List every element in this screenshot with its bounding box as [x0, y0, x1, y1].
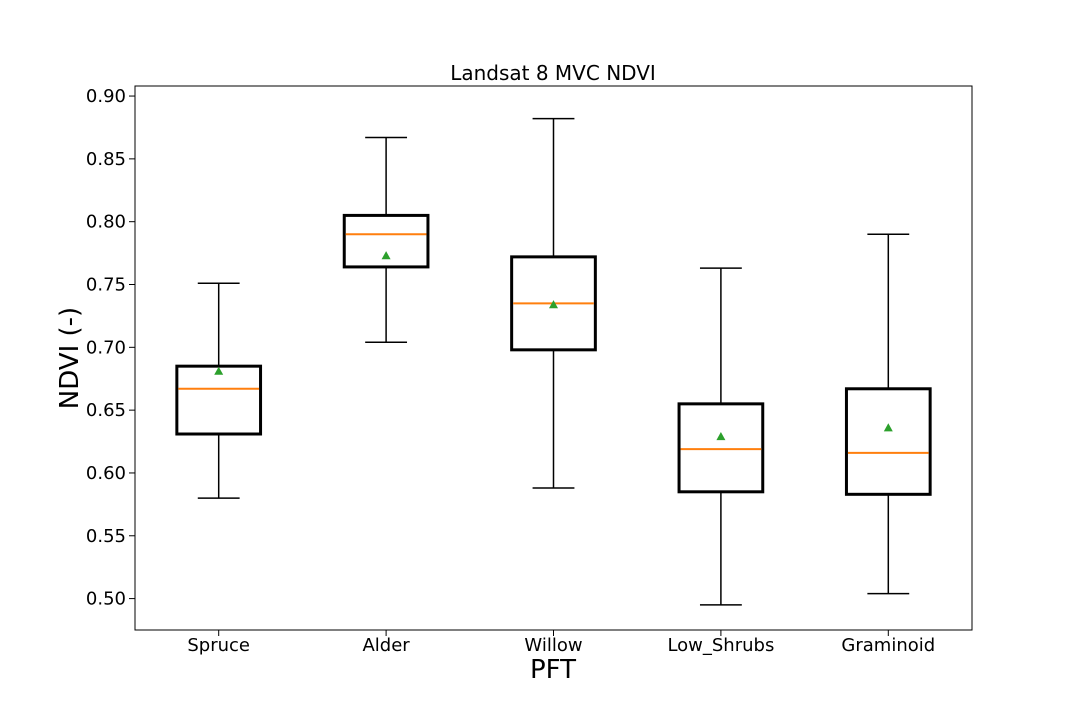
- mean-marker: [381, 251, 391, 260]
- y-tick-label: 0.65: [86, 400, 126, 421]
- y-tick-label: 0.85: [86, 149, 126, 170]
- box-low_shrubs: [677, 267, 765, 606]
- x-tick-label: Graminoid: [841, 635, 935, 656]
- y-tick-label: 0.50: [86, 589, 126, 610]
- y-tick-label: 0.80: [86, 212, 126, 233]
- y-axis-label: NDVI (-): [55, 307, 85, 409]
- y-axis: 0.50 0.55 0.60 0.65 0.70 0.75 0.80 0.85 0.90: [86, 86, 135, 610]
- iqr-box: [342, 213, 430, 269]
- y-tick-label: 0.75: [86, 275, 126, 296]
- x-tick-label: Spruce: [187, 635, 250, 656]
- x-axis: Spruce Alder Willow Low_Shrubs Graminoid: [187, 630, 935, 656]
- box-willow: [510, 117, 597, 489]
- box-spruce: [175, 282, 263, 499]
- mean-marker: [716, 432, 726, 441]
- y-tick-label: 0.60: [86, 463, 126, 484]
- box-alder: [342, 136, 430, 344]
- y-tick-label: 0.90: [86, 86, 126, 107]
- iqr-box: [677, 402, 765, 494]
- box-graminoid: [844, 233, 932, 595]
- x-axis-label: PFT: [530, 655, 576, 685]
- mean-marker: [549, 300, 558, 309]
- x-tick-label: Low_Shrubs: [667, 635, 774, 656]
- iqr-box: [175, 364, 263, 436]
- chart-title: Landsat 8 MVC NDVI: [450, 61, 656, 85]
- boxes: [175, 117, 932, 606]
- mean-marker: [214, 366, 224, 375]
- y-tick-label: 0.55: [86, 526, 126, 547]
- y-tick-label: 0.70: [86, 337, 126, 358]
- iqr-box: [510, 255, 597, 352]
- x-tick-label: Alder: [362, 635, 410, 656]
- x-tick-label: Willow: [524, 635, 582, 656]
- mean-marker: [883, 423, 893, 432]
- iqr-box: [844, 387, 932, 496]
